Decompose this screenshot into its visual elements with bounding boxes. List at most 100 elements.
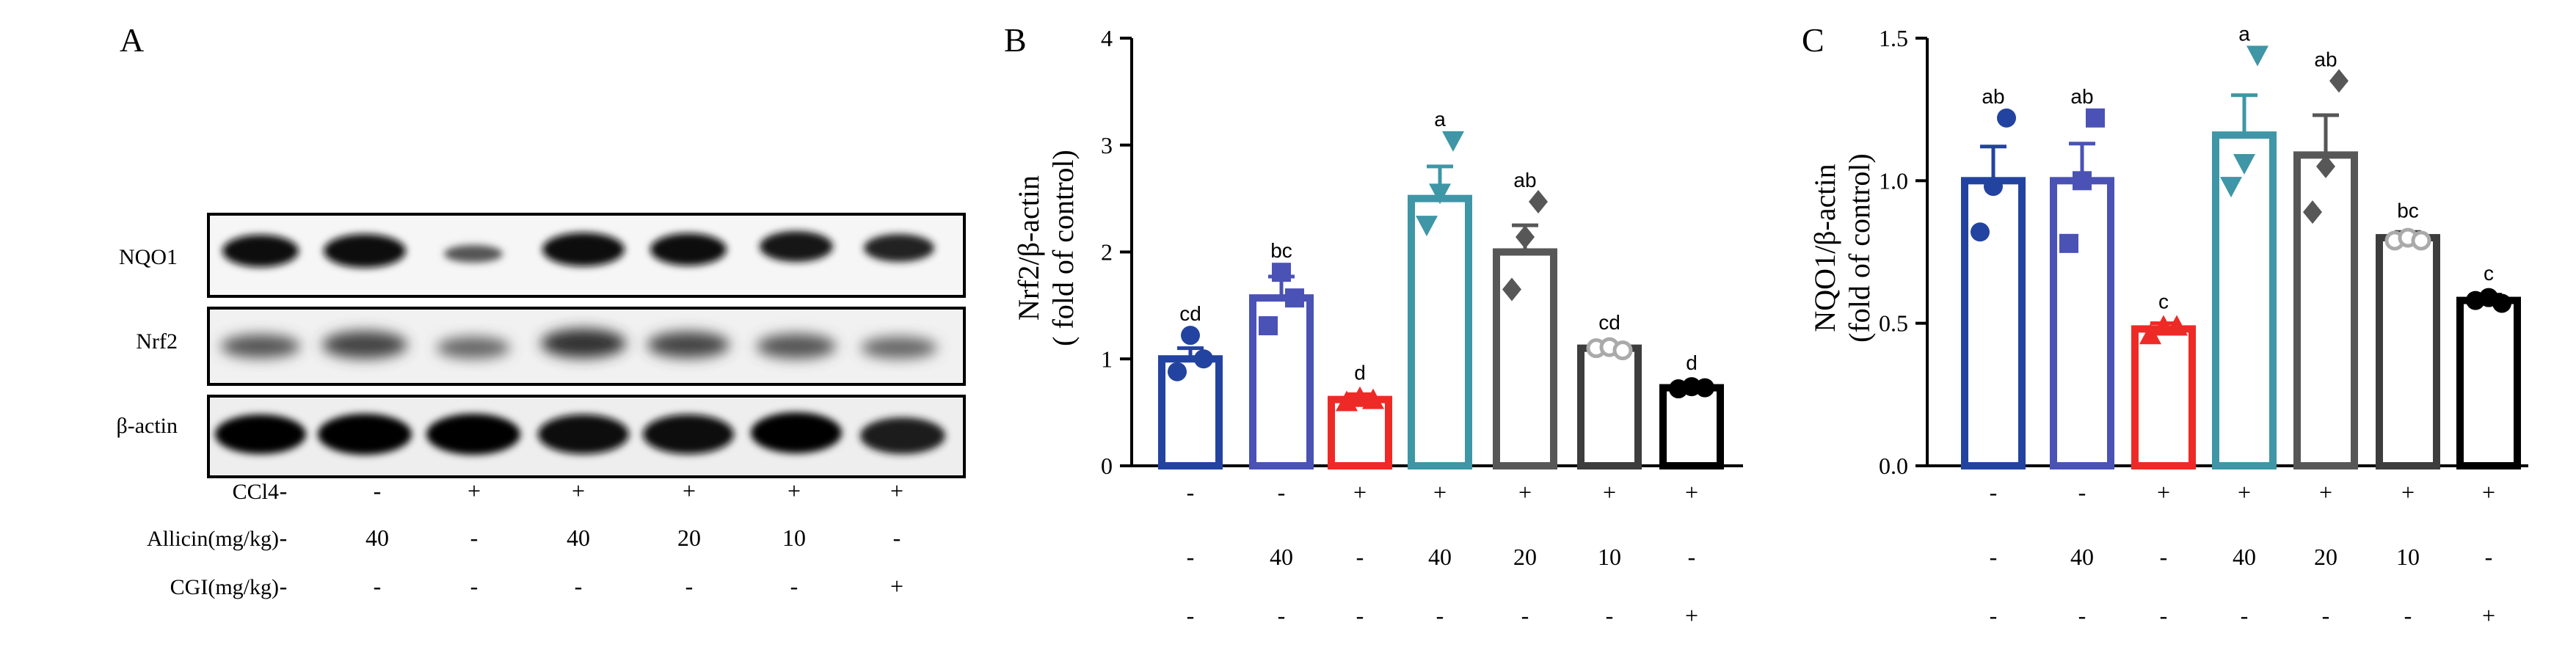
treatment-cell: - xyxy=(1606,602,1614,629)
treatment-cell: + xyxy=(572,478,585,504)
treatment-cell: + xyxy=(1433,479,1447,505)
blot-band xyxy=(751,412,842,453)
treatment-cell: + xyxy=(2238,479,2251,505)
data-point xyxy=(2411,230,2431,251)
panel-a-letter: A xyxy=(120,21,144,59)
treatment-cell: - xyxy=(2078,602,2086,629)
bar xyxy=(1408,194,1472,469)
panel-c-chart: C NQO1/β-actin (fold of control) 0.0 0.5 1… xyxy=(1802,21,2528,629)
treatment-label-allicin: Allicin(mg/kg) xyxy=(147,527,279,551)
band-label-beta-actin: β-actin xyxy=(116,414,178,438)
panel-c-letter: C xyxy=(1802,21,1824,59)
treatment-cell: - xyxy=(280,573,288,599)
treatment-cell: - xyxy=(2078,479,2086,505)
treatment-cell: 40 xyxy=(365,524,389,551)
significance-letter: cd xyxy=(1179,302,1201,325)
data-point xyxy=(1997,108,2016,128)
blot-band xyxy=(322,331,407,359)
blot-band xyxy=(542,233,625,266)
blot-band xyxy=(324,234,406,268)
treatment-cell: + xyxy=(1685,479,1698,505)
panel-b-ylabel-line1: Nrf2/β-actin xyxy=(1012,175,1045,321)
blot-band xyxy=(444,245,503,263)
data-point xyxy=(1612,340,1633,361)
significance-letter: a xyxy=(1434,108,1446,131)
treatment-cell: 20 xyxy=(1513,544,1537,570)
treatment-cell: - xyxy=(1356,544,1364,570)
treatment-cell: - xyxy=(2485,544,2493,570)
blot-band xyxy=(864,234,934,262)
treatment-cell: - xyxy=(2160,544,2168,570)
bar xyxy=(2293,151,2358,469)
data-point xyxy=(2220,177,2242,198)
blot-band xyxy=(643,414,734,454)
panel-b-chart: B Nrf2/β-actin ( fold of control) 01234 … xyxy=(1004,21,1743,629)
treatment-cell: 40 xyxy=(1270,544,1293,570)
treatment-cell: 10 xyxy=(782,524,806,551)
treatment-cell: - xyxy=(1688,544,1696,570)
treatment-cell: + xyxy=(1518,479,1532,505)
treatment-cell: + xyxy=(2482,602,2495,629)
bar xyxy=(2131,325,2196,469)
y-tick-label: 1.5 xyxy=(1879,25,1908,51)
treatment-cell: + xyxy=(1353,479,1367,505)
treatment-cell: + xyxy=(787,478,801,504)
treatment-cell: - xyxy=(374,573,382,599)
bar xyxy=(1493,248,1557,469)
data-point xyxy=(1285,288,1304,308)
panel-c-ylabel-line2: (fold of control) xyxy=(1843,153,1876,343)
data-point xyxy=(1971,222,1990,242)
bar xyxy=(2050,177,2114,469)
bar xyxy=(1659,384,1724,469)
treatment-cell: - xyxy=(1278,602,1286,629)
treatment-cell: 10 xyxy=(1598,544,1621,570)
treatment-cell: - xyxy=(1356,602,1364,629)
treatment-cell: - xyxy=(1187,544,1195,570)
significance-letter: ab xyxy=(2314,48,2337,70)
data-point xyxy=(1259,316,1278,336)
treatment-cell: - xyxy=(1990,544,1998,570)
blot-band xyxy=(860,417,945,454)
data-point xyxy=(2059,233,2078,253)
significance-letter: cd xyxy=(1598,311,1620,334)
y-tick-label: 0 xyxy=(1101,453,1113,479)
data-point xyxy=(1181,326,1200,346)
y-tick-label: 1 xyxy=(1101,346,1113,372)
blot-band xyxy=(538,414,629,454)
treatment-cell: + xyxy=(683,478,696,504)
treatment-cell: - xyxy=(575,573,583,599)
data-point xyxy=(2246,45,2268,67)
blot-band xyxy=(760,231,833,262)
treatment-cell: + xyxy=(1603,479,1616,505)
treatment-cell: - xyxy=(1187,602,1195,629)
significance-letter: ab xyxy=(1513,169,1536,191)
treatment-cell: 10 xyxy=(2396,544,2420,570)
treatment-cell: + xyxy=(1685,602,1698,629)
treatment-table-c: - - + + + + + - 40 - 40 20 10 - - - - - - - + xyxy=(1990,479,2495,629)
data-point xyxy=(1695,378,1714,398)
panel-b-bars: cd bc d a ab cd d xyxy=(1158,108,1724,470)
significance-letter: c xyxy=(2158,290,2169,313)
treatment-cell: - xyxy=(470,573,479,599)
treatment-cell: + xyxy=(2401,479,2415,505)
treatment-cell: - xyxy=(790,573,798,599)
treatment-cell: + xyxy=(2482,479,2495,505)
significance-letter: bc xyxy=(2397,199,2419,222)
treatment-cell: - xyxy=(280,478,288,504)
treatment-cell: - xyxy=(685,573,694,599)
blot-band xyxy=(222,235,299,267)
treatment-cell: - xyxy=(1278,479,1286,505)
bar xyxy=(2376,234,2440,469)
panel-a-western-blot: A NQO1 Nrf2 β-actin xyxy=(116,21,966,599)
y-tick-label: 0.5 xyxy=(1879,310,1908,337)
y-tick-label: 3 xyxy=(1101,132,1113,158)
data-point xyxy=(2073,171,2092,191)
significance-letter: a xyxy=(2238,22,2250,45)
treatment-cell: 20 xyxy=(2314,544,2337,570)
significance-letter: c xyxy=(2484,262,2494,285)
bar xyxy=(1577,344,1642,469)
treatment-cell: - xyxy=(280,524,288,551)
treatment-cell: - xyxy=(2404,602,2412,629)
data-point xyxy=(2303,200,2322,224)
data-point xyxy=(1984,177,2003,197)
